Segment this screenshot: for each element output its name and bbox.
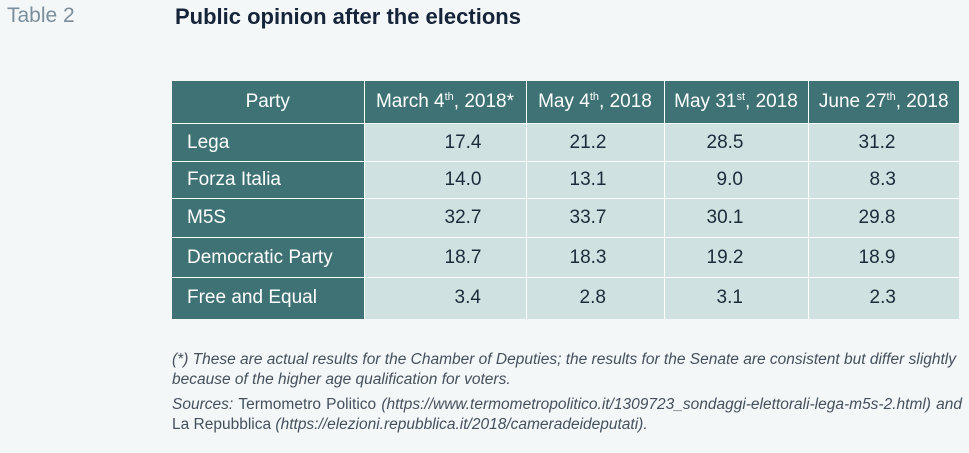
party-name-cell: Forza Italia bbox=[172, 161, 365, 199]
source-name-repubblica: La Repubblica bbox=[172, 415, 272, 433]
table-row: Lega 17.4 21.2 28.5 31.2 bbox=[172, 123, 959, 162]
page-title: Public opinion after the elections bbox=[175, 4, 521, 29]
party-name-cell: M5S bbox=[172, 198, 365, 238]
column-header-date: May 4th, 2018 bbox=[526, 81, 665, 124]
party-name-cell: Free and Equal bbox=[172, 277, 365, 319]
party-name-cell: Democratic Party bbox=[172, 237, 365, 278]
value-cell: 18.3 bbox=[526, 237, 665, 278]
value-cell: 8.3 bbox=[808, 161, 959, 199]
source-url-termometro: (https://www.termometropolitico.it/13097… bbox=[381, 396, 931, 413]
column-header-date-year: , 2018* bbox=[453, 91, 515, 112]
value-cell: 2.8 bbox=[526, 277, 665, 319]
value-cell: 31.2 bbox=[808, 123, 959, 162]
value-cell: 19.2 bbox=[664, 237, 809, 278]
value-cell: 3.1 bbox=[664, 277, 809, 319]
column-header-date-suffix: th bbox=[589, 91, 600, 103]
value-cell: 33.7 bbox=[526, 198, 665, 238]
value-cell: 2.3 bbox=[808, 277, 959, 319]
party-name-cell: Lega bbox=[172, 123, 365, 162]
sources-note: Sources: Termometro Politico (https://ww… bbox=[172, 395, 962, 434]
table-header-row: Party March 4th, 2018* May 4th, 2018 May… bbox=[172, 81, 959, 124]
value-cell: 21.2 bbox=[526, 123, 665, 162]
column-header-date-suffix: th bbox=[886, 91, 896, 103]
column-header-date: May 31st, 2018 bbox=[664, 81, 809, 124]
table-label: Table 2 bbox=[7, 4, 75, 27]
value-cell: 14.0 bbox=[364, 161, 527, 199]
column-header-date: March 4th, 2018* bbox=[364, 81, 527, 124]
table-row: Forza Italia 14.0 13.1 9.0 8.3 bbox=[172, 161, 959, 199]
value-cell: 30.1 bbox=[664, 198, 809, 238]
column-header-date-year: , 2018 bbox=[745, 91, 798, 112]
column-header-date-year: , 2018 bbox=[599, 91, 652, 112]
value-cell: 32.7 bbox=[364, 198, 527, 238]
value-cell: 13.1 bbox=[526, 161, 665, 199]
opinion-table: Party March 4th, 2018* May 4th, 2018 May… bbox=[172, 81, 959, 319]
value-cell: 3.4 bbox=[364, 277, 527, 319]
value-cell: 18.9 bbox=[808, 237, 959, 278]
sources-and: and bbox=[936, 396, 963, 413]
source-name-termometro: Termometro Politico bbox=[238, 396, 377, 413]
column-header-date-text: June 27 bbox=[818, 91, 887, 112]
column-header-date-year: , 2018 bbox=[895, 91, 949, 112]
column-header-date-text: March 4 bbox=[375, 91, 445, 112]
table-row: Free and Equal 3.4 2.8 3.1 2.3 bbox=[172, 277, 959, 319]
value-cell: 28.5 bbox=[664, 123, 809, 162]
table-row: Democratic Party 18.7 18.3 19.2 18.9 bbox=[172, 237, 959, 278]
table-notes: (*) These are actual results for the Cha… bbox=[172, 350, 962, 434]
column-header-date: June 27th, 2018 bbox=[808, 81, 959, 124]
footnote: (*) These are actual results for the Cha… bbox=[172, 351, 956, 388]
column-header-date-text: May 31 bbox=[674, 91, 737, 112]
source-url-repubblica: (https://elezioni.repubblica.it/2018/cam… bbox=[275, 415, 648, 433]
column-header-date-suffix: st bbox=[736, 91, 746, 103]
sources-label: Sources: bbox=[172, 396, 234, 413]
value-cell: 17.4 bbox=[364, 123, 527, 162]
table-row: M5S 32.7 33.7 30.1 29.8 bbox=[172, 198, 959, 238]
column-header-date-suffix: th bbox=[444, 91, 454, 103]
value-cell: 9.0 bbox=[664, 161, 809, 199]
value-cell: 18.7 bbox=[364, 237, 527, 278]
column-header-date-text: May 4 bbox=[538, 91, 590, 112]
value-cell: 29.8 bbox=[808, 198, 959, 238]
column-header-party: Party bbox=[172, 81, 365, 124]
